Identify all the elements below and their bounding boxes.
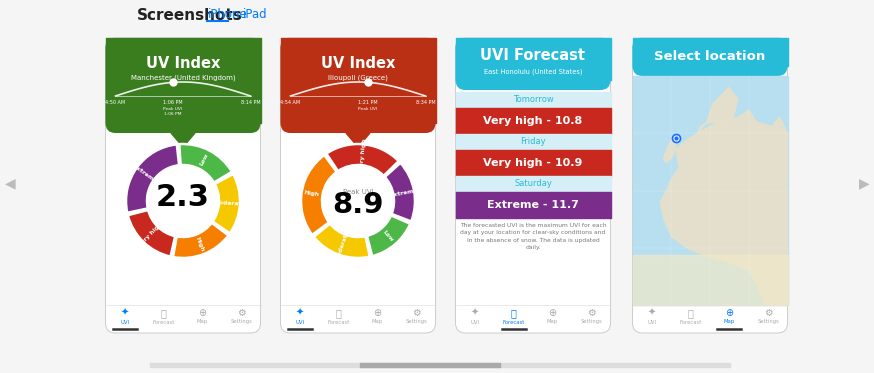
Text: ⚙: ⚙: [586, 308, 595, 318]
Text: Select location: Select location: [655, 50, 766, 63]
Text: ⊕: ⊕: [548, 308, 557, 318]
Text: Very high: Very high: [358, 138, 367, 171]
Text: UV Index: UV Index: [146, 56, 220, 70]
Text: Forecast: Forecast: [503, 320, 524, 325]
Text: 8:34 PM: 8:34 PM: [416, 100, 435, 105]
Text: Settings: Settings: [406, 320, 427, 325]
Text: Extreme - 11.7: Extreme - 11.7: [487, 200, 579, 210]
Text: Friday: Friday: [520, 138, 545, 147]
Text: 〰: 〰: [510, 308, 517, 318]
Text: Very high: Very high: [137, 221, 163, 248]
Text: UVI Forecast: UVI Forecast: [481, 48, 586, 63]
Text: ⚙: ⚙: [237, 308, 246, 318]
Text: iPad: iPad: [243, 9, 267, 22]
Polygon shape: [633, 255, 787, 305]
Text: 〰: 〰: [688, 308, 694, 318]
Polygon shape: [663, 140, 676, 163]
Text: UVI: UVI: [121, 320, 129, 325]
Text: Peak UVI: Peak UVI: [343, 189, 373, 195]
Text: 〰: 〰: [161, 308, 167, 318]
Text: ⊕: ⊕: [373, 308, 381, 318]
Text: Very high - 10.8: Very high - 10.8: [483, 116, 583, 126]
Wedge shape: [385, 163, 415, 222]
Text: Map: Map: [724, 320, 735, 325]
Wedge shape: [128, 210, 175, 257]
Polygon shape: [346, 133, 370, 147]
Text: ◀: ◀: [4, 176, 16, 190]
Polygon shape: [661, 110, 787, 305]
Text: The forecasted UVI is the maximum UVI for each
day at your location for clear-sk: The forecasted UVI is the maximum UVI fo…: [460, 223, 607, 250]
Text: ▶: ▶: [858, 176, 870, 190]
Text: Forecast: Forecast: [152, 320, 175, 325]
Text: Map: Map: [197, 320, 208, 325]
Text: 4:50 AM: 4:50 AM: [106, 100, 126, 105]
Polygon shape: [171, 133, 195, 147]
Text: 〰: 〰: [336, 308, 342, 318]
Text: ⊕: ⊕: [725, 308, 733, 318]
Text: Map: Map: [371, 320, 383, 325]
Text: ⚙: ⚙: [764, 308, 773, 318]
Wedge shape: [126, 144, 179, 213]
Text: High: High: [195, 236, 205, 253]
Wedge shape: [367, 215, 410, 256]
Text: ⊕: ⊕: [198, 308, 206, 318]
Text: Ilioupoli (Greece): Ilioupoli (Greece): [328, 75, 388, 81]
Text: Manchester (United Kingdom): Manchester (United Kingdom): [131, 75, 235, 81]
Text: UVI: UVI: [295, 320, 304, 325]
Text: ✦: ✦: [471, 308, 479, 318]
Text: ⚙: ⚙: [412, 308, 420, 318]
Text: Screenshots: Screenshots: [137, 7, 243, 22]
Text: ✦: ✦: [121, 308, 129, 318]
Text: Very high - 10.9: Very high - 10.9: [483, 158, 583, 168]
Text: Extreme: Extreme: [389, 188, 418, 198]
Wedge shape: [173, 223, 228, 258]
Circle shape: [324, 167, 392, 235]
Text: iPhone: iPhone: [208, 9, 247, 22]
Text: Low: Low: [199, 153, 210, 167]
Text: East Honolulu (United States): East Honolulu (United States): [483, 69, 582, 75]
Wedge shape: [212, 174, 240, 233]
Text: ✦: ✦: [648, 308, 656, 318]
Wedge shape: [301, 155, 336, 235]
Text: UVI: UVI: [470, 320, 479, 325]
Wedge shape: [179, 144, 232, 182]
FancyBboxPatch shape: [455, 38, 611, 333]
Text: 8.9: 8.9: [332, 191, 384, 219]
Text: 8:14 PM: 8:14 PM: [240, 100, 260, 105]
Text: Saturday: Saturday: [514, 179, 552, 188]
FancyBboxPatch shape: [281, 38, 435, 333]
Text: Moderate: Moderate: [213, 200, 246, 207]
Text: 1:06 PM: 1:06 PM: [163, 100, 183, 105]
FancyBboxPatch shape: [455, 38, 611, 90]
Text: Peak UVI
1:06 PM: Peak UVI 1:06 PM: [163, 107, 183, 116]
Text: Settings: Settings: [230, 320, 252, 325]
Text: Moderate: Moderate: [335, 229, 350, 261]
Text: UVI: UVI: [648, 320, 656, 325]
Wedge shape: [326, 144, 399, 176]
Wedge shape: [314, 224, 370, 258]
Text: Forecast: Forecast: [679, 320, 702, 325]
Text: 1:21 PM: 1:21 PM: [358, 100, 378, 105]
Circle shape: [149, 167, 217, 235]
Text: High: High: [304, 190, 320, 198]
Text: 4:54 AM: 4:54 AM: [281, 100, 301, 105]
FancyBboxPatch shape: [633, 38, 787, 333]
Text: Forecast: Forecast: [328, 320, 350, 325]
FancyBboxPatch shape: [281, 38, 435, 133]
Text: Extreme: Extreme: [132, 163, 158, 184]
Text: Low: Low: [382, 230, 394, 243]
Polygon shape: [697, 87, 738, 133]
FancyBboxPatch shape: [633, 38, 787, 76]
FancyBboxPatch shape: [106, 38, 260, 133]
Text: Map: Map: [547, 320, 558, 325]
Text: Settings: Settings: [580, 320, 602, 325]
Text: Settings: Settings: [757, 320, 779, 325]
Text: UV Index: UV Index: [321, 56, 395, 70]
FancyBboxPatch shape: [106, 38, 260, 333]
Text: Peak UVI: Peak UVI: [358, 107, 378, 111]
Text: Tomorrow: Tomorrow: [513, 95, 553, 104]
Text: ✦: ✦: [295, 308, 304, 318]
Text: 2.3: 2.3: [156, 184, 210, 213]
